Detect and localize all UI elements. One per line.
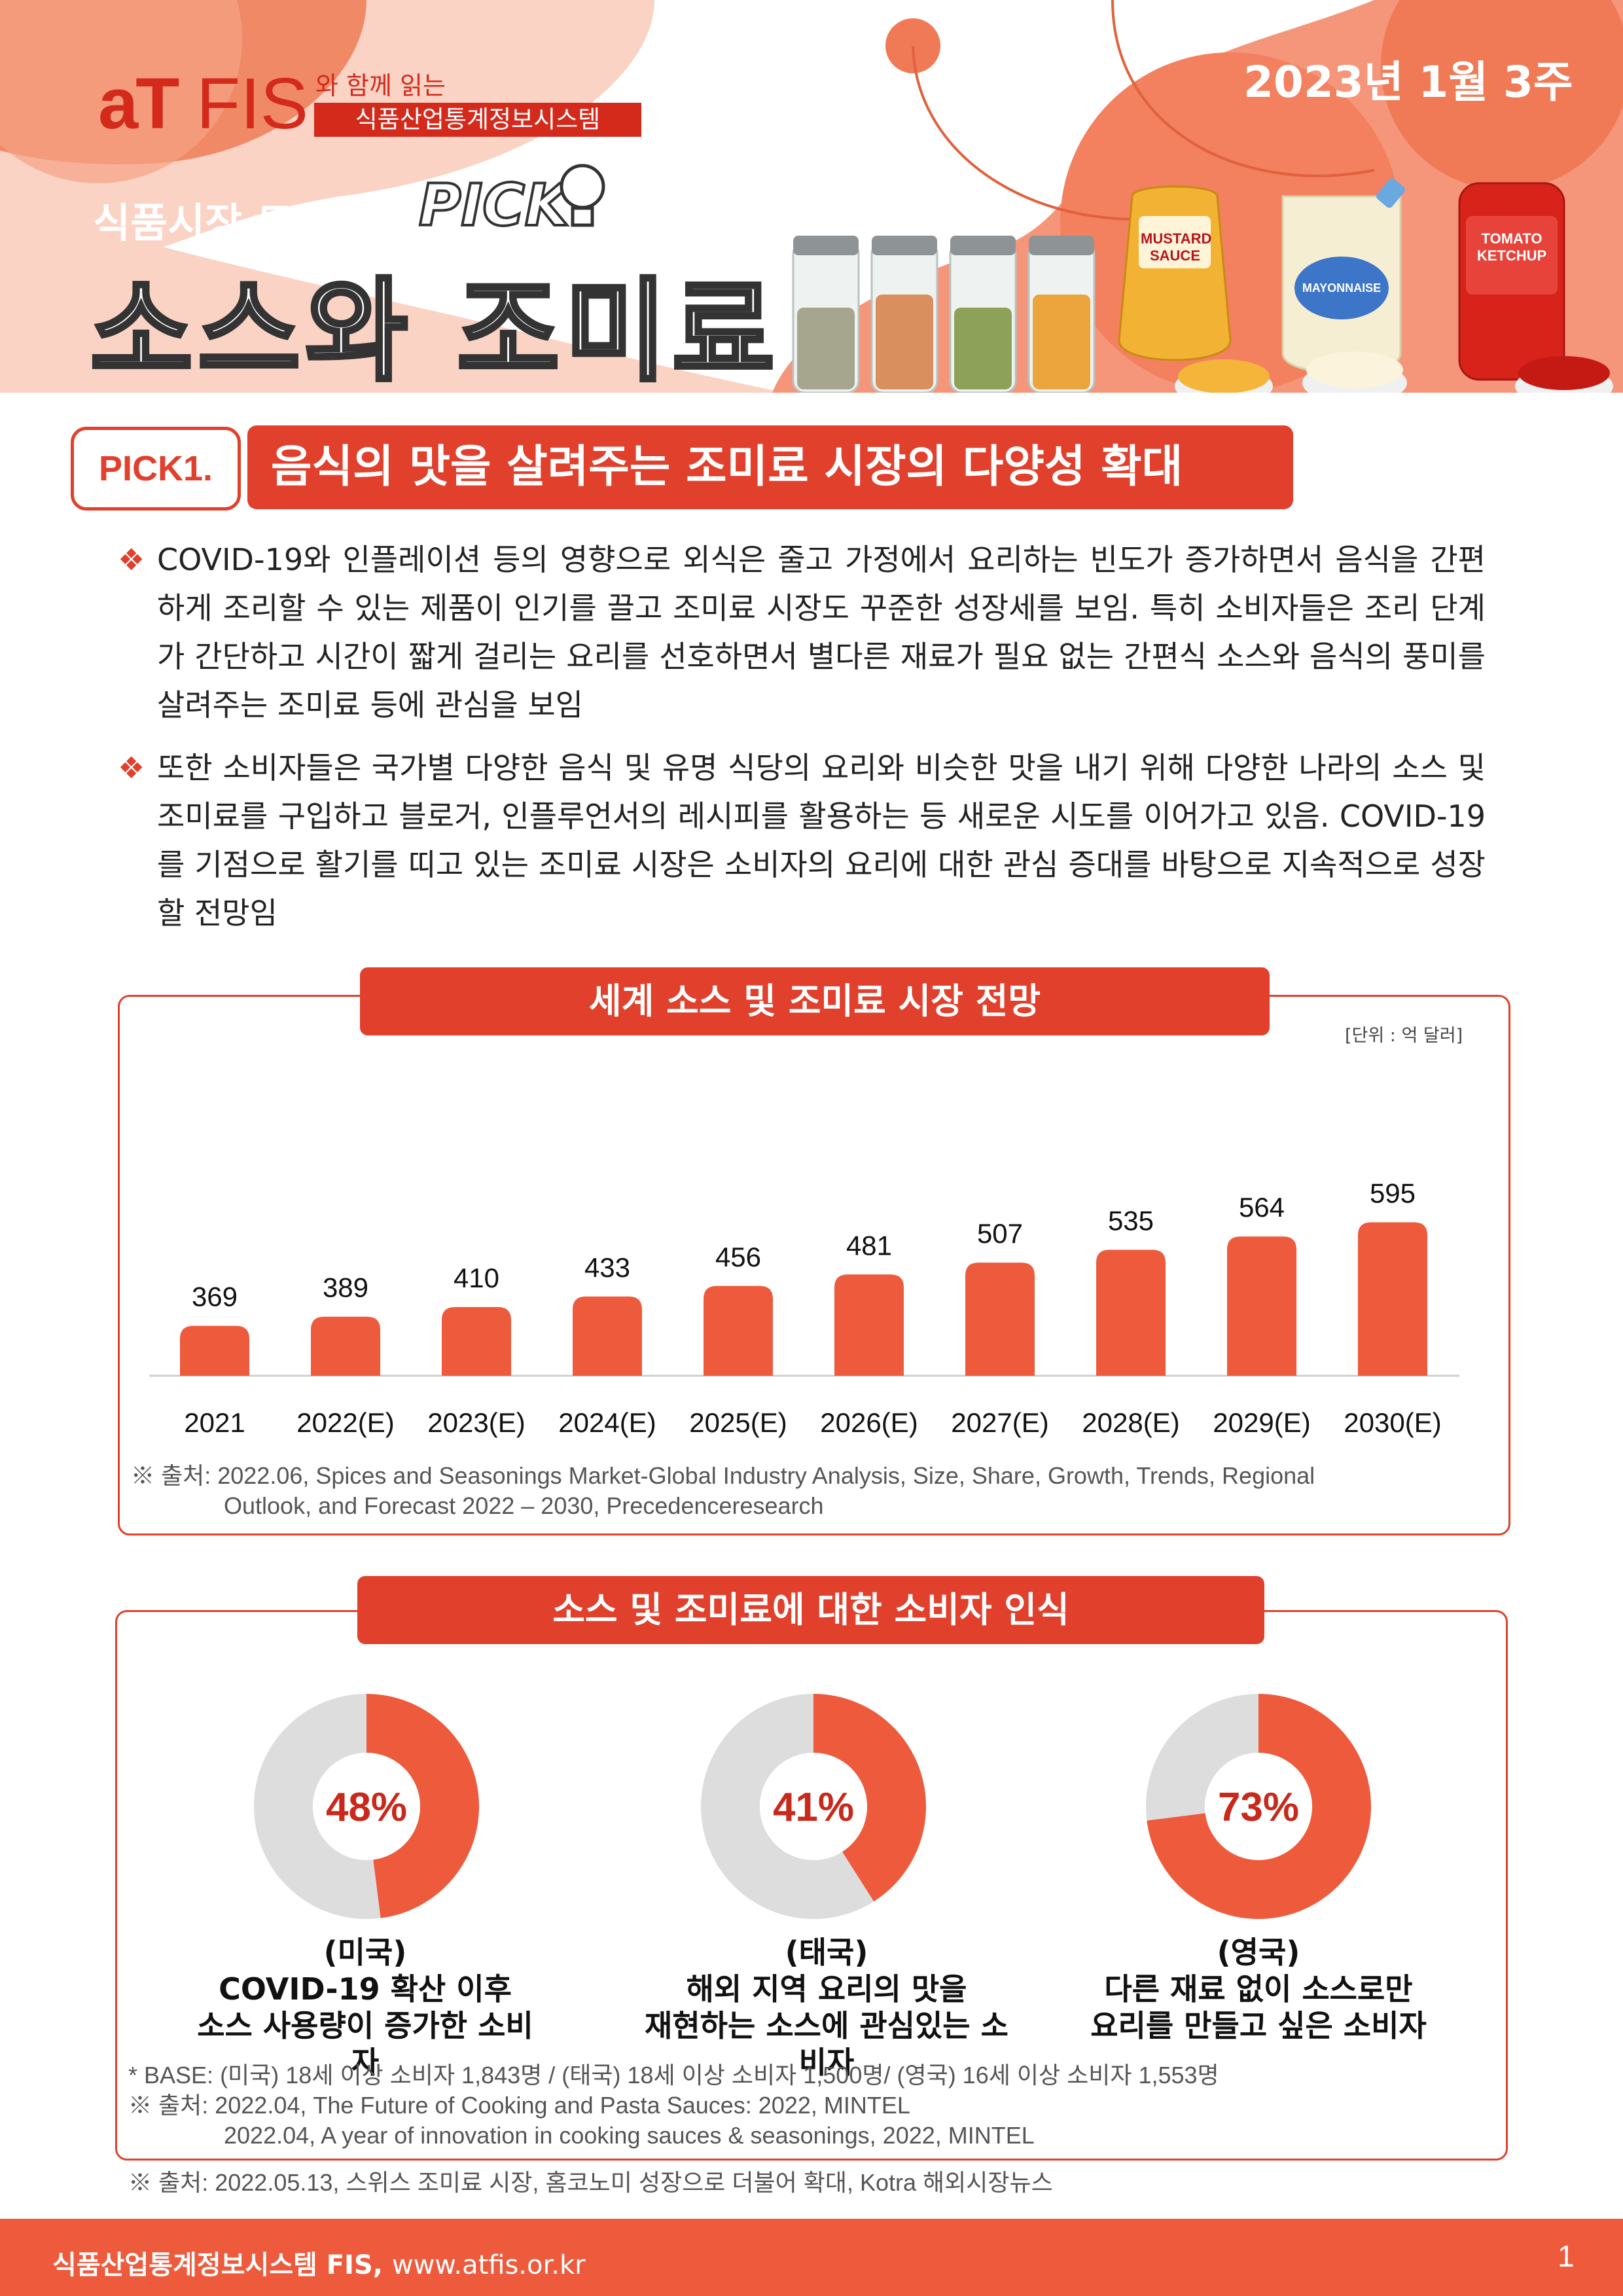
caption-usa-line2: 소스 사용량이 증가한 소비자 xyxy=(197,2008,533,2080)
bar-2024(E) xyxy=(573,1296,642,1376)
donut-chart-uk: 73% xyxy=(1146,1694,1371,1919)
x-tick-label: 2025(E) xyxy=(689,1407,787,1438)
donut-hole xyxy=(760,1753,867,1860)
x-tick-label: 2027(E) xyxy=(951,1407,1048,1438)
mayonnaise-label: MAYONNAISE xyxy=(1302,281,1382,295)
paragraph-1: ❖ COVID-19와 인플레이션 등의 영향으로 외식은 줄고 가정에서 요리… xyxy=(118,535,1486,729)
header-banner xyxy=(0,0,1623,406)
footer-system-name: 식품산업통계정보시스템 FIS, xyxy=(52,2250,383,2280)
logo-at: aT xyxy=(98,63,179,144)
x-tick-label: 2029(E) xyxy=(1213,1407,1310,1438)
bar-2023(E) xyxy=(442,1307,511,1376)
footer-url-link[interactable]: www.atfis.or.kr xyxy=(391,2250,586,2280)
bar-value-label: 389 xyxy=(323,1272,368,1303)
bullet-icon: ❖ xyxy=(118,542,145,577)
bar-value-label: 433 xyxy=(584,1252,630,1283)
market-forecast-bar-chart: 369 2021 389 2022(E) 410 2023(E) 433 2024(E) 456… xyxy=(149,1178,1459,1438)
donut-slice-rest xyxy=(1146,1694,1258,1821)
donut-hole xyxy=(1205,1753,1312,1860)
bar-2028(E) xyxy=(1096,1249,1166,1376)
bar-2027(E) xyxy=(965,1263,1035,1376)
logo-system-badge: 식품산업통계정보시스템 xyxy=(314,103,641,137)
bar-2022(E) xyxy=(311,1316,380,1376)
mustard-label: MUSTARD SAUCE xyxy=(1141,230,1212,264)
x-tick-label: 2030(E) xyxy=(1344,1407,1441,1438)
donut-slice-rest xyxy=(701,1694,874,1919)
chart1-source-line2: Outlook, and Forecast 2022 – 2030, Prece… xyxy=(224,1492,824,1519)
pick-badge: PICK xyxy=(418,170,571,240)
bar-2029(E) xyxy=(1227,1236,1296,1376)
caption-uk-line1: 다른 재료 없이 소스로만 xyxy=(1104,1971,1413,2007)
x-tick-label: 2028(E) xyxy=(1082,1407,1179,1438)
x-tick-label: 2023(E) xyxy=(427,1407,525,1438)
donut-chart-usa: 48% xyxy=(254,1694,480,1919)
donut-slice-share xyxy=(366,1694,480,1918)
donut-chart-thailand: 41% xyxy=(701,1694,926,1919)
bar-value-label: 410 xyxy=(454,1263,499,1293)
footer-bar xyxy=(0,2219,1623,2296)
chart2-source-line1: ※ 출처: 2022.04, The Future of Cooking and… xyxy=(128,2092,910,2119)
caption-thailand: (태국) 해외 지역 요리의 맛을 재현하는 소스에 관심있는 소비자 xyxy=(643,1934,1010,2081)
bar-value-label: 507 xyxy=(977,1218,1023,1249)
caption-thailand-country: (태국) xyxy=(785,1935,868,1970)
paragraph-2: ❖ 또한 소비자들은 국가별 다양한 음식 및 유명 식당의 요리와 비슷한 맛… xyxy=(118,744,1486,937)
x-tick-label: 2024(E) xyxy=(558,1407,656,1438)
donut-slice-share xyxy=(1147,1694,1371,1919)
caption-usa: (미국) COVID-19 확산 이후 소스 사용량이 증가한 소비자 xyxy=(195,1934,535,2081)
bar-value-label: 535 xyxy=(1108,1206,1154,1236)
paragraph-2-text: 또한 소비자들은 국가별 다양한 음식 및 유명 식당의 요리와 비슷한 맛을 … xyxy=(157,750,1486,931)
spice-jars-illustration xyxy=(792,236,1096,394)
bar-value-label: 369 xyxy=(192,1282,238,1312)
bar-2030(E) xyxy=(1358,1222,1427,1376)
pick1-title: 음식의 맛을 살려주는 조미료 시장의 다양성 확대 xyxy=(247,425,1293,509)
logo-tagline: 와 함께 읽는 xyxy=(315,71,446,100)
x-tick-label: 2021 xyxy=(184,1407,245,1438)
bar-value-label: 595 xyxy=(1370,1178,1416,1209)
bar-value-label: 564 xyxy=(1239,1192,1285,1223)
lightbulb-icon xyxy=(560,164,605,227)
donut-slice-share xyxy=(813,1694,926,1902)
market-forecast-title: 세계 소스 및 조미료 시장 전망 xyxy=(360,967,1270,1035)
page-title: 소스와 조미료 xyxy=(88,265,780,399)
x-tick-label: 2022(E) xyxy=(296,1407,394,1438)
caption-uk: (영국) 다른 재료 없이 소스로만 요리를 만들고 싶은 소비자 xyxy=(1088,1934,1429,2044)
bar-2025(E) xyxy=(704,1285,773,1376)
caption-thailand-line1: 해외 지역 요리의 맛을 xyxy=(686,1971,967,2007)
bar-value-label: 481 xyxy=(846,1230,892,1261)
issue-week: 2023년 1월 3주 xyxy=(1243,57,1573,107)
chart-unit: [단위 : 억 달러] xyxy=(1345,1026,1463,1046)
chart2-source-line2: 2022.04, A year of innovation in cooking… xyxy=(224,2122,1035,2149)
bullet-icon: ❖ xyxy=(118,750,145,785)
bar-2026(E) xyxy=(834,1274,904,1376)
x-tick-label: 2026(E) xyxy=(820,1407,918,1438)
header-decoration xyxy=(0,0,1623,406)
chart2-base-note: * BASE: (미국) 18세 이상 소비자 1,843명 / (태국) 18… xyxy=(128,2062,1219,2089)
caption-usa-country: (미국) xyxy=(323,1935,407,1970)
consumer-perception-title: 소스 및 조미료에 대한 소비자 인식 xyxy=(357,1576,1264,1644)
donut-hole xyxy=(313,1753,420,1860)
footer-system: 식품산업통계정보시스템 FIS, www.atfis.or.kr xyxy=(52,2244,586,2282)
page-number: 1 xyxy=(1558,2239,1575,2273)
donut-percent-label: 48% xyxy=(326,1785,407,1830)
donut-slice-rest xyxy=(254,1694,381,1919)
logo-fis: FIS xyxy=(196,63,309,144)
donut-percent-label: 73% xyxy=(1218,1785,1299,1830)
caption-uk-country: (영국) xyxy=(1217,1935,1300,1970)
bar-value-label: 456 xyxy=(715,1242,761,1272)
donut-percent-label: 41% xyxy=(773,1785,854,1830)
paragraph-1-text: COVID-19와 인플레이션 등의 영향으로 외식은 줄고 가정에서 요리하는… xyxy=(157,542,1486,723)
pick1-label: PICK1. xyxy=(71,427,241,511)
bottom-source: ※ 출처: 2022.05.13, 스위스 조미료 시장, 홈코노미 성장으로 … xyxy=(128,2169,1053,2196)
caption-uk-line2: 요리를 만들고 싶은 소비자 xyxy=(1090,2008,1427,2043)
caption-usa-line1: COVID-19 확산 이후 xyxy=(219,1971,512,2007)
trend-label: 식품시장 트렌 xyxy=(93,199,331,247)
bar-2021 xyxy=(180,1325,249,1376)
caption-thailand-line2: 재현하는 소스에 관심있는 소비자 xyxy=(645,2008,1008,2080)
ketchup-label: TOMATO KETCHUP xyxy=(1476,230,1547,264)
chart1-source-line1: ※ 출처: 2022.06, Spices and Seasonings Mar… xyxy=(131,1462,1315,1489)
